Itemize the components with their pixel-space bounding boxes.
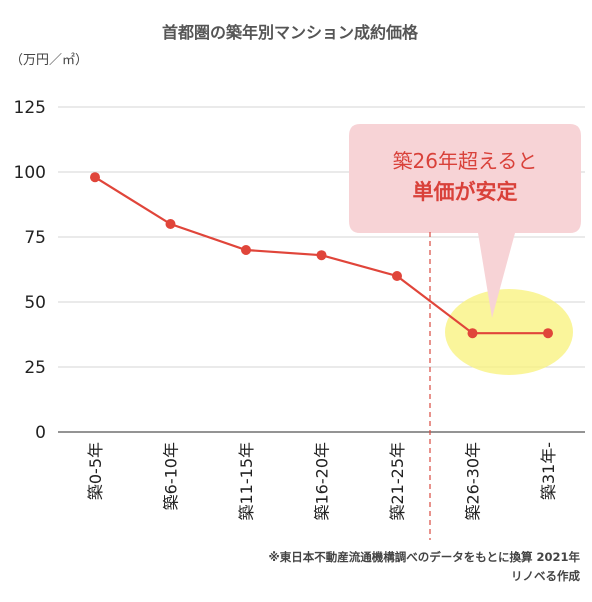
annotation-line-1: 築26年超えると [393, 149, 538, 173]
data-point [90, 172, 100, 183]
source-note: ※東日本不動産流通機構調べのデータをもとに換算 2021年 [269, 550, 581, 564]
data-point [543, 328, 553, 339]
x-axis-ticks: 築0-5年 築6-10年 築11-15年 築16-20年 築21-25年 築26-30年 築… [86, 442, 558, 521]
y-tick-label: 125 [14, 98, 46, 118]
author-note: リノベる作成 [511, 569, 580, 583]
data-point [165, 219, 176, 229]
y-tick-label: 100 [14, 163, 46, 183]
x-tick-label: 築21-25年 [388, 442, 407, 521]
chart-title: 首都圏の築年別マンション成約価格 [162, 23, 419, 42]
annotation-callout: 築26年超えると 単価が安定 [349, 124, 581, 318]
data-point [241, 245, 251, 255]
y-tick-label: 0 [35, 423, 46, 443]
x-tick-label: 築31年- [539, 442, 558, 500]
x-tick-label: 築26-30年 [464, 442, 483, 521]
annotation-line-2: 単価が安定 [413, 180, 518, 204]
y-tick-label: 50 [24, 293, 46, 313]
unit-label: （万円／㎡） [10, 53, 88, 68]
callout-bubble [349, 124, 581, 318]
flat-segment-highlight [445, 289, 573, 375]
series-line [90, 172, 553, 339]
gridlines [58, 106, 585, 433]
y-tick-label: 75 [24, 228, 46, 248]
x-tick-label: 築11-15年 [237, 442, 256, 521]
data-point [316, 250, 327, 261]
y-tick-label: 25 [24, 358, 46, 378]
x-tick-label: 築16-20年 [313, 442, 332, 521]
y-axis-ticks: 0 25 50 75 100 125 [14, 98, 46, 443]
data-point [467, 328, 478, 339]
x-tick-label: 築6-10年 [162, 442, 181, 510]
x-tick-label: 築0-5年 [86, 442, 105, 500]
data-point [392, 271, 402, 281]
